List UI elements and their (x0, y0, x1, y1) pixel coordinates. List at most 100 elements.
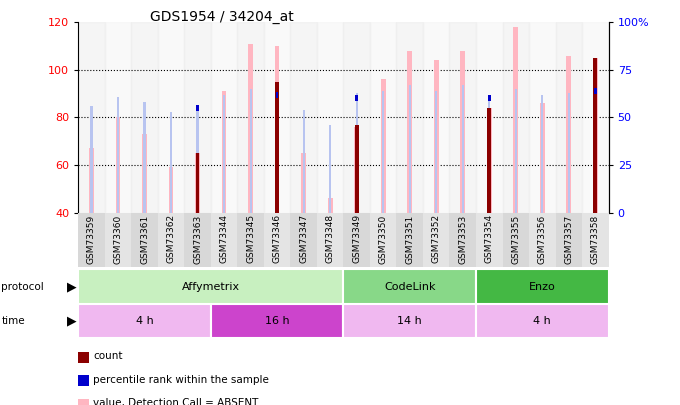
Bar (89, 148, 94, 213)
Bar (329, 125, 331, 213)
Text: Affymetrix: Affymetrix (182, 281, 240, 292)
Bar (355, 125, 358, 213)
Bar (594, 58, 597, 213)
Bar (423, 213, 449, 267)
Bar (211, 304, 343, 338)
Bar (594, 89, 596, 213)
Text: protocol: protocol (1, 281, 44, 292)
Bar (158, 213, 184, 267)
Bar (488, 96, 490, 101)
Bar (211, 213, 237, 267)
Bar (184, 213, 211, 267)
Text: percentile rank within the sample: percentile rank within the sample (93, 375, 269, 385)
Bar (513, 27, 518, 213)
Bar (343, 269, 476, 304)
Text: GSM73351: GSM73351 (405, 214, 414, 264)
Bar (184, 22, 211, 213)
Bar (158, 22, 184, 213)
Bar (169, 167, 173, 213)
Bar (582, 22, 609, 213)
Bar (503, 22, 529, 213)
Bar (264, 213, 290, 267)
Bar (105, 22, 131, 213)
Bar (290, 22, 317, 213)
Text: GSM73355: GSM73355 (511, 214, 520, 264)
Text: ▶: ▶ (67, 314, 76, 328)
Bar (476, 22, 503, 213)
Text: CodeLink: CodeLink (384, 281, 435, 292)
Bar (487, 108, 492, 213)
Bar (435, 91, 437, 213)
Text: GSM73345: GSM73345 (246, 214, 255, 263)
Bar (317, 213, 343, 267)
Text: GSM73347: GSM73347 (299, 214, 308, 263)
Bar (290, 213, 317, 267)
Bar (593, 58, 598, 213)
Bar (211, 22, 237, 213)
Bar (462, 85, 464, 213)
Bar (317, 22, 343, 213)
Bar (78, 22, 105, 213)
Bar (117, 96, 119, 213)
Text: GSM73354: GSM73354 (485, 214, 494, 263)
Bar (503, 213, 529, 267)
Text: GSM73359: GSM73359 (87, 214, 96, 264)
Bar (248, 44, 253, 213)
Bar (237, 213, 264, 267)
Bar (541, 95, 543, 213)
Bar (170, 112, 172, 213)
Text: 16 h: 16 h (265, 316, 290, 326)
Text: 14 h: 14 h (397, 316, 422, 326)
Bar (276, 92, 278, 98)
Bar (196, 153, 199, 213)
Bar (356, 96, 358, 101)
Bar (556, 22, 582, 213)
Text: GSM73356: GSM73356 (538, 214, 547, 264)
Bar (556, 213, 582, 267)
Bar (328, 198, 333, 213)
Bar (116, 117, 120, 213)
Bar (381, 79, 386, 213)
Bar (275, 46, 279, 213)
Bar (343, 22, 370, 213)
Text: GSM73350: GSM73350 (379, 214, 388, 264)
Bar (434, 60, 439, 213)
Bar (476, 304, 609, 338)
Text: GSM73352: GSM73352 (432, 214, 441, 263)
Text: GDS1954 / 34204_at: GDS1954 / 34204_at (150, 10, 293, 24)
Bar (529, 213, 556, 267)
Bar (582, 213, 609, 267)
Bar (276, 89, 278, 213)
Bar (343, 213, 370, 267)
Bar (275, 82, 279, 213)
Text: Enzo: Enzo (529, 281, 556, 292)
Text: GSM73358: GSM73358 (591, 214, 600, 264)
Bar (529, 22, 556, 213)
Text: GSM73360: GSM73360 (114, 214, 122, 264)
Bar (594, 88, 596, 94)
Text: GSM73344: GSM73344 (220, 214, 228, 263)
Bar (449, 213, 476, 267)
Bar (78, 213, 105, 267)
Bar (382, 91, 384, 213)
Bar (223, 95, 225, 213)
Bar (356, 93, 358, 213)
Text: 4 h: 4 h (135, 316, 154, 326)
Bar (568, 93, 570, 213)
Bar (488, 108, 491, 213)
Bar (370, 213, 396, 267)
Bar (250, 89, 252, 213)
Bar (396, 22, 423, 213)
Text: GSM73362: GSM73362 (167, 214, 175, 263)
Bar (370, 22, 396, 213)
Bar (540, 103, 545, 213)
Bar (460, 51, 465, 213)
Text: ▶: ▶ (67, 280, 76, 293)
Bar (476, 269, 609, 304)
Bar (222, 91, 226, 213)
Bar (396, 213, 423, 267)
Text: GSM73363: GSM73363 (193, 214, 202, 264)
Bar (515, 89, 517, 213)
Text: value, Detection Call = ABSENT: value, Detection Call = ABSENT (93, 399, 258, 405)
Bar (301, 153, 306, 213)
